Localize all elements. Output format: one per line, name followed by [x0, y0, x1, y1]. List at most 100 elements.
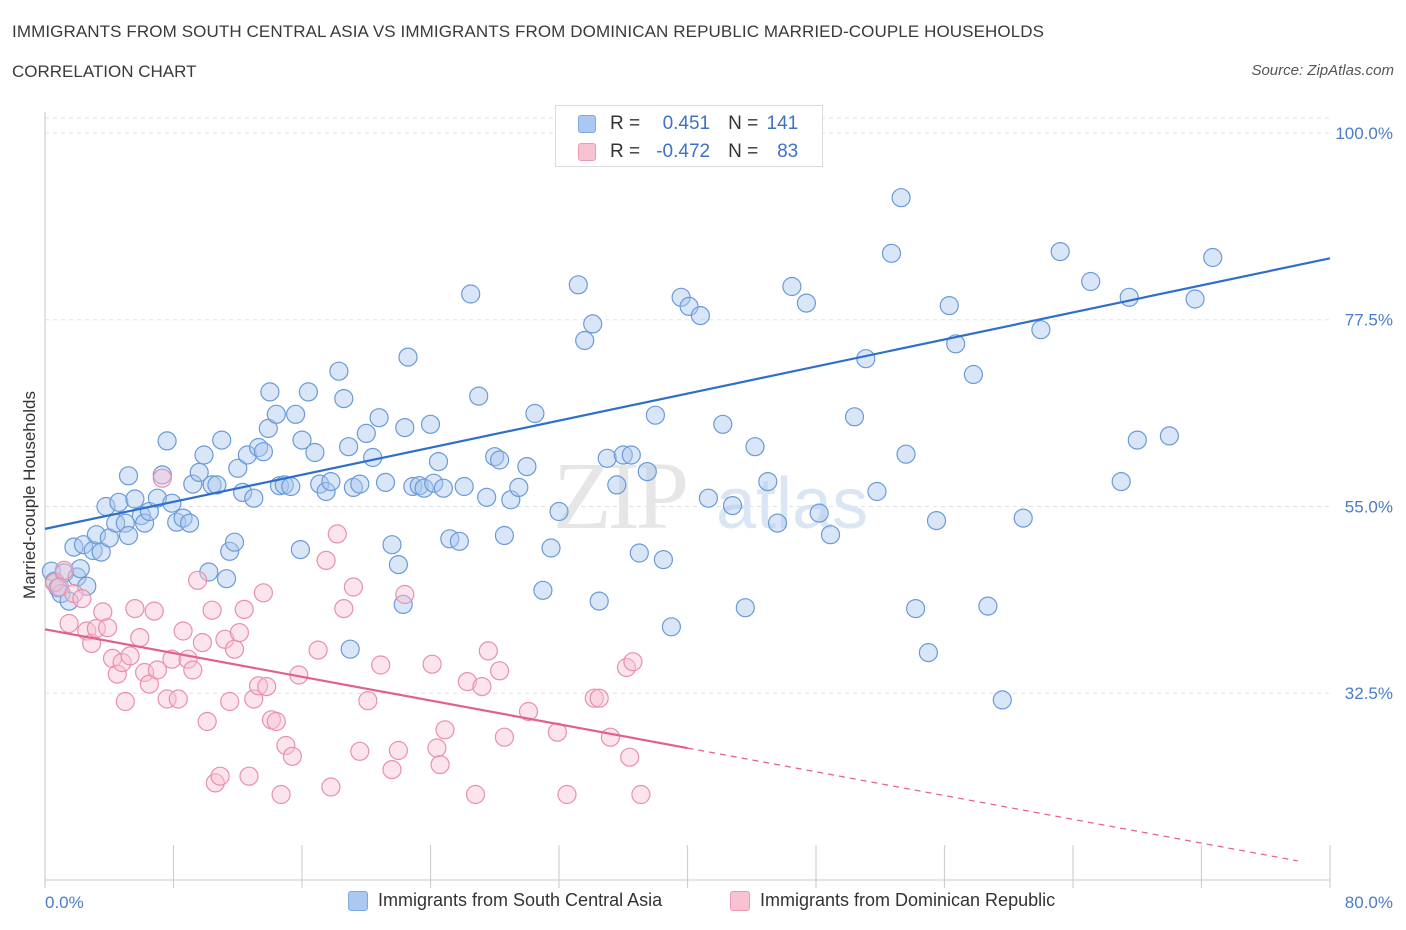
point-dominican-republic — [350, 741, 370, 761]
point-south-central-asia — [216, 569, 237, 589]
point-dominican-republic — [54, 560, 74, 581]
point-south-central-asia — [189, 462, 209, 482]
point-dominican-republic — [107, 664, 127, 684]
point-south-central-asia — [180, 513, 200, 533]
point-dominican-republic — [197, 711, 217, 732]
point-dominican-republic — [584, 688, 604, 708]
point-south-central-asia — [157, 431, 177, 451]
point-south-central-asia — [220, 541, 240, 561]
point-south-central-asia — [820, 525, 841, 545]
legend-n-label: N = — [728, 141, 759, 162]
point-dominican-republic — [224, 639, 245, 659]
point-south-central-asia — [290, 539, 310, 560]
point-dominican-republic — [72, 588, 92, 609]
point-dominican-republic — [266, 711, 286, 732]
point-south-central-asia — [70, 559, 90, 579]
point-south-central-asia — [549, 501, 569, 522]
point-south-central-asia — [398, 347, 418, 367]
watermark-zip: ZIP — [553, 442, 686, 549]
bottom-legend-south-central-asia: Immigrants from South Central Asia — [348, 890, 662, 911]
point-south-central-asia — [115, 513, 135, 533]
point-south-central-asia — [321, 472, 341, 492]
point-dominican-republic — [192, 632, 212, 653]
point-dominican-republic — [427, 738, 447, 758]
y-tick-label: 100.0% — [1335, 124, 1393, 143]
point-south-central-asia — [469, 386, 489, 406]
point-south-central-asia — [237, 445, 257, 465]
point-south-central-asia — [118, 525, 139, 546]
point-south-central-asia — [266, 404, 286, 424]
point-south-central-asia — [461, 284, 481, 304]
point-south-central-asia — [118, 466, 139, 486]
point-dominican-republic — [457, 671, 477, 692]
point-south-central-asia — [796, 293, 817, 313]
point-south-central-asia — [992, 690, 1012, 710]
legend-swatch-blue — [578, 115, 596, 133]
bottom-legend-swatch-blue — [348, 890, 368, 911]
point-south-central-asia — [449, 531, 469, 551]
data-points — [41, 188, 1223, 805]
point-south-central-asia — [525, 403, 545, 424]
point-dominican-republic — [334, 598, 354, 619]
point-dominican-republic — [600, 727, 621, 747]
point-south-central-asia — [509, 477, 529, 497]
point-south-central-asia — [494, 525, 514, 546]
point-dominican-republic — [152, 468, 172, 488]
point-south-central-asia — [147, 488, 167, 508]
legend-r-value: 0.451 — [662, 113, 711, 134]
point-dominican-republic — [620, 747, 640, 767]
point-south-central-asia — [1031, 320, 1051, 340]
point-dominican-republic — [465, 784, 486, 805]
point-south-central-asia — [339, 437, 359, 457]
point-dominican-republic — [229, 622, 249, 643]
legend-swatch-pink — [578, 143, 596, 161]
point-south-central-asia — [856, 349, 876, 369]
point-dominican-republic — [490, 661, 510, 681]
point-south-central-asia — [918, 642, 939, 663]
point-dominican-republic — [234, 599, 254, 620]
point-south-central-asia — [568, 275, 588, 295]
bottom-legend-dominican-republic: Immigrants from Dominican Republic — [730, 890, 1055, 911]
point-dominican-republic — [430, 754, 450, 775]
trend-line-dominican-republic — [44, 628, 688, 750]
point-south-central-asia — [454, 476, 474, 497]
point-south-central-asia — [713, 414, 733, 434]
point-dominican-republic — [130, 627, 150, 648]
point-south-central-asia — [597, 448, 617, 468]
point-dominican-republic — [125, 598, 145, 619]
point-south-central-asia — [329, 361, 349, 381]
point-south-central-asia — [867, 481, 887, 502]
point-dominican-republic — [276, 735, 296, 756]
point-dominican-republic — [257, 676, 277, 697]
point-south-central-asia — [388, 554, 408, 575]
point-south-central-asia — [1185, 289, 1205, 309]
point-dominican-republic — [239, 766, 259, 786]
point-south-central-asia — [583, 314, 603, 334]
point-south-central-asia — [946, 334, 966, 354]
chart-title: IMMIGRANTS FROM SOUTH CENTRAL ASIA VS IM… — [12, 22, 1045, 41]
point-dominican-republic — [308, 640, 328, 660]
point-dominican-republic — [371, 655, 391, 675]
y-tick-label: 55.0% — [1345, 497, 1393, 516]
point-dominican-republic — [494, 727, 514, 747]
point-south-central-asia — [356, 423, 376, 443]
point-dominican-republic — [388, 740, 408, 761]
point-dominican-republic — [144, 601, 164, 621]
point-south-central-asia — [298, 382, 318, 402]
y-tick-label: 77.5% — [1345, 311, 1393, 330]
y-axis-label: Married-couple Households — [20, 391, 39, 599]
axes — [44, 112, 1331, 888]
point-south-central-asia — [253, 442, 273, 462]
point-south-central-asia — [905, 598, 926, 619]
point-south-central-asia — [340, 639, 360, 659]
bottom-legend-label: Immigrants from South Central Asia — [378, 890, 663, 910]
axis-labels: Married-couple Households 32.5% 55.0% 77.5… — [20, 124, 1393, 912]
point-south-central-asia — [517, 457, 537, 477]
point-dominican-republic — [112, 652, 132, 673]
point-south-central-asia — [109, 492, 129, 512]
point-dominican-republic — [120, 646, 140, 666]
point-south-central-asia — [926, 510, 947, 531]
point-dominican-republic — [316, 550, 336, 571]
bottom-legend-swatch-pink — [730, 890, 750, 911]
